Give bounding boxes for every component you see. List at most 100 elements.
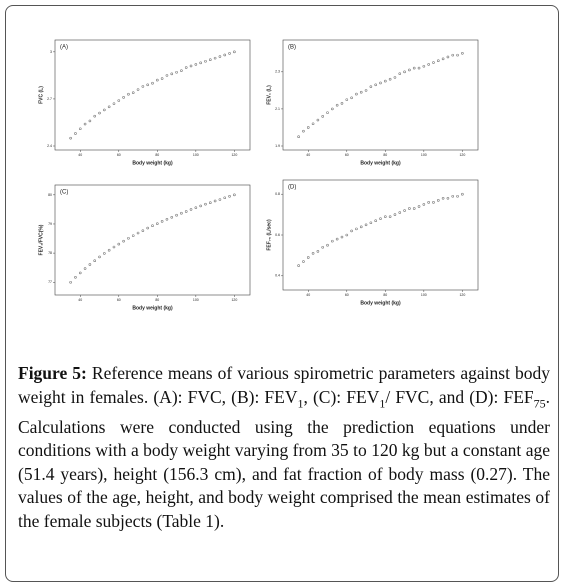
data-point [83, 267, 87, 270]
data-point [98, 255, 101, 259]
caption-text: / FVC, and (D): FEF [385, 386, 534, 407]
data-point [384, 79, 387, 83]
x-tick-label: 40 [306, 293, 310, 297]
data-point [136, 231, 140, 235]
data-point [412, 66, 416, 70]
data-point [141, 229, 145, 232]
plot-frame [282, 179, 479, 291]
y-axis-label: FEF₇₅ (L/sec) [266, 219, 272, 251]
panel-label: (D) [288, 185, 296, 191]
data-point [131, 234, 135, 237]
data-point [311, 252, 315, 255]
data-point [398, 211, 402, 214]
y-tick-label: 77 [48, 280, 52, 284]
data-point [112, 245, 116, 249]
data-point [194, 63, 198, 66]
data-point [369, 221, 373, 225]
data-point [340, 235, 344, 239]
panel-label: (B) [288, 45, 296, 51]
data-point [461, 192, 464, 196]
data-point [403, 209, 406, 212]
data-point [74, 276, 77, 279]
x-tick-label: 40 [78, 298, 82, 302]
frame [5, 5, 559, 582]
data-point [204, 59, 207, 63]
data-point [233, 193, 236, 197]
data-point [355, 227, 358, 231]
data-point [326, 243, 329, 247]
data-point [98, 111, 101, 115]
data-point [388, 215, 392, 218]
data-point [122, 239, 125, 243]
data-point [436, 59, 440, 62]
x-axis-label: Body weight (kg) [360, 160, 401, 166]
data-point [107, 105, 111, 109]
data-point [441, 57, 445, 61]
data-point [393, 76, 397, 79]
x-tick-label: 60 [117, 298, 121, 302]
data-point [146, 226, 149, 230]
x-tick-label: 60 [345, 293, 349, 297]
y-tick-label: 3 [50, 50, 52, 54]
data-point [175, 70, 178, 74]
data-point [88, 119, 92, 123]
panel-label: (A) [60, 45, 68, 51]
data-point [345, 98, 349, 101]
y-tick-label: 0.4 [275, 274, 280, 278]
data-point [223, 53, 227, 57]
data-point [350, 229, 353, 233]
data-point [335, 237, 339, 241]
data-point [127, 236, 130, 240]
data-point [340, 102, 344, 105]
caption-subscript: 75 [533, 396, 546, 410]
x-axis-label: Body weight (kg) [132, 160, 173, 166]
y-tick-label: 2.7 [47, 97, 52, 101]
data-point [93, 259, 97, 262]
data-point [369, 85, 373, 88]
data-point [151, 224, 154, 228]
data-point [359, 225, 363, 229]
data-point [461, 51, 464, 55]
caption-label: Figure 5: [18, 363, 87, 383]
data-point [160, 220, 164, 223]
data-point [117, 99, 121, 102]
data-point [69, 136, 72, 140]
data-point [311, 122, 315, 126]
data-point [170, 72, 174, 76]
x-axis-label: Body weight (kg) [132, 305, 173, 311]
data-point [417, 205, 421, 208]
data-point [233, 50, 236, 54]
x-tick-label: 40 [78, 153, 82, 157]
data-point [165, 218, 169, 221]
data-point [432, 61, 435, 64]
y-tick-label: 2.4 [47, 144, 52, 148]
data-point [228, 194, 231, 198]
x-tick-label: 40 [306, 153, 310, 157]
data-point [326, 111, 329, 114]
data-point [441, 196, 445, 200]
data-point [189, 64, 193, 68]
data-point [112, 102, 116, 105]
data-point [302, 129, 305, 133]
caption: Figure 5: Reference means of various spi… [18, 362, 550, 533]
y-tick-label: 0.6 [275, 233, 280, 237]
data-point [316, 118, 320, 122]
data-point [446, 196, 450, 200]
x-tick-label: 120 [231, 153, 237, 157]
x-tick-label: 60 [345, 153, 349, 157]
caption-text: , (C): FEV [303, 386, 380, 407]
data-point [374, 83, 377, 87]
data-point [218, 55, 222, 58]
data-point [456, 194, 459, 198]
data-point [208, 201, 212, 204]
data-point [364, 223, 368, 227]
x-tick-label: 120 [459, 293, 465, 297]
data-point [218, 198, 222, 201]
data-point [69, 280, 72, 284]
data-point [88, 263, 92, 266]
caption-text: . Calculations were conducted using the … [18, 386, 551, 531]
data-point [432, 201, 435, 204]
y-axis-label: FEV₁ (L) [266, 85, 272, 105]
data-point [184, 210, 188, 213]
